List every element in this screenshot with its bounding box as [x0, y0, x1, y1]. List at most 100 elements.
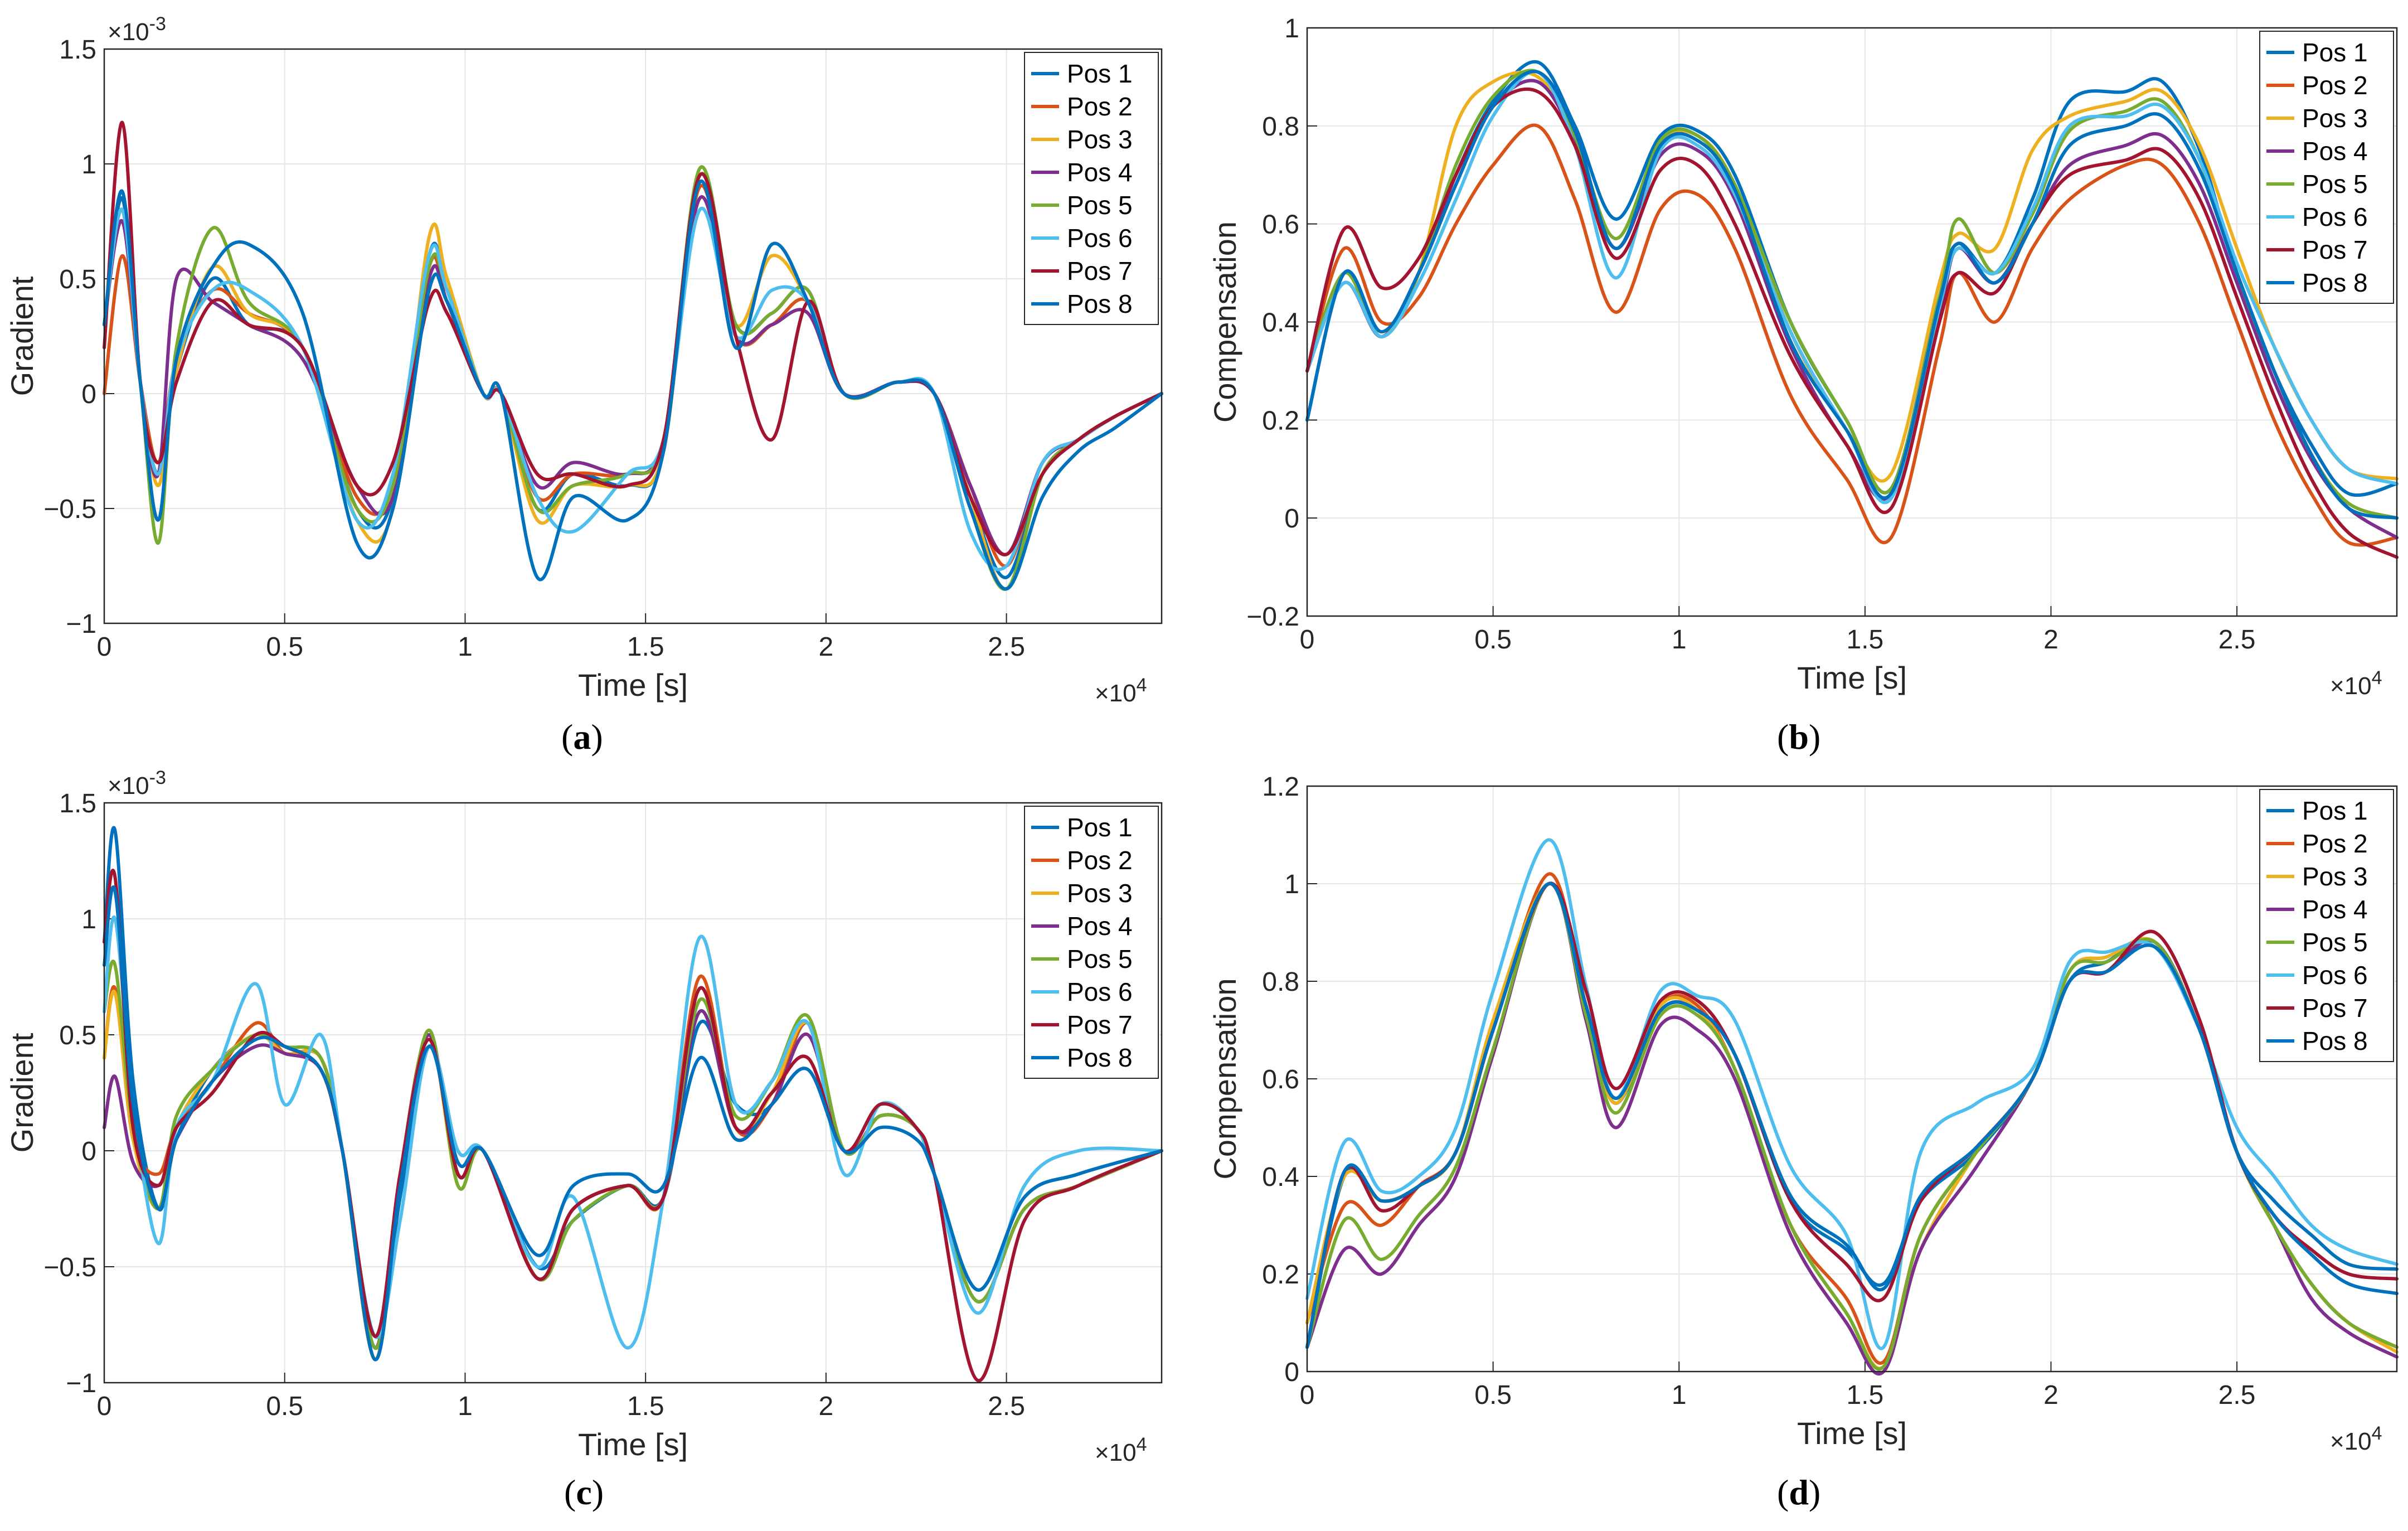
legend-box: [2259, 789, 2394, 1062]
x-exponent-label: ×104: [2330, 667, 2382, 700]
legend-label-8: Pos 8: [2302, 1026, 2368, 1055]
legend-label-6: Pos 6: [2302, 202, 2368, 231]
legend-label-3: Pos 3: [2302, 862, 2368, 891]
x-tick-label: 1: [1672, 625, 1687, 655]
x-axis-label: Time [s]: [1797, 660, 1907, 695]
legend-label-2: Pos 2: [2302, 829, 2368, 858]
y-tick-label: 0.6: [1262, 1065, 1299, 1094]
legend-label-6: Pos 6: [2302, 961, 2368, 990]
y-tick-label: 0: [1284, 1358, 1299, 1387]
legend: Pos 1 Pos 2 Pos 3 Pos 4 Pos 5 Pos 6 Pos 7 Pos 8: [2259, 789, 2394, 1062]
x-axis-label: Time [s]: [578, 1427, 688, 1462]
y-tick-label: 0.4: [1262, 1162, 1299, 1192]
x-exponent-label: ×104: [2330, 1423, 2382, 1455]
legend-label-4: Pos 4: [2302, 137, 2368, 166]
chart-a: 0 0.5 1 1.5 2 2.5 −1 −0.5 0 0.5 1 1.5 Time [s] Gradie…: [4, 13, 1163, 707]
series-line-8: [1305, 70, 2399, 520]
x-axis-label: Time [s]: [1797, 1416, 1907, 1451]
panel-label-b: (b): [1777, 717, 1821, 757]
x-tick-label: 2.5: [2218, 625, 2256, 655]
y-tick-label: 0.6: [1262, 210, 1299, 240]
axes-frame: [103, 802, 1163, 1384]
axes-frame: [1306, 27, 2398, 617]
legend-label-1: Pos 1: [1067, 59, 1133, 88]
series-line-8: [1305, 881, 2399, 1349]
x-tick-label: 2: [819, 1392, 834, 1421]
legend-label-6: Pos 6: [1067, 977, 1133, 1006]
series-line-7: [103, 869, 1163, 1382]
x-tick-label: 1.5: [1846, 1380, 1883, 1410]
x-tick-label: 0.5: [1474, 1380, 1512, 1410]
x-tick-label: 0: [97, 1392, 112, 1421]
y-tick-label: 0.4: [1262, 308, 1299, 338]
series-line-8: [103, 885, 1163, 1362]
y-tick-label: 0.5: [59, 265, 96, 294]
x-exponent-label: ×104: [1095, 675, 1147, 707]
legend-label-7: Pos 7: [2302, 994, 2368, 1023]
y-axis-label: Compensation: [1207, 978, 1242, 1179]
legend-label-4: Pos 4: [1067, 158, 1133, 187]
y-tick-label: 1.5: [59, 789, 96, 818]
x-tick-label: 2: [2043, 625, 2059, 655]
y-tick-label: 0.2: [1262, 1260, 1299, 1290]
x-tick-label: 0: [97, 632, 112, 662]
y-tick-label: −1: [66, 609, 96, 639]
legend-label-3: Pos 3: [2302, 104, 2368, 133]
legend-box: [2259, 31, 2394, 304]
legend-label-7: Pos 7: [2302, 235, 2368, 264]
x-tick-label: 1.5: [1846, 625, 1883, 655]
y-exponent-label: ×10-3: [108, 13, 166, 46]
y-exponent-label: ×10-3: [108, 767, 166, 800]
series-line-7: [1305, 88, 2399, 559]
legend-label-2: Pos 2: [2302, 71, 2368, 100]
chart-d: 0 0.5 1 1.5 2 2.5 0 0.2 0.4 0.6 0.8 1 1.2 Time [s] Com…: [1207, 772, 2399, 1455]
legend-label-4: Pos 4: [1067, 912, 1133, 941]
legend-label-1: Pos 1: [2302, 796, 2368, 825]
panel-label-d: (d): [1777, 1472, 1821, 1512]
y-axis-label: Gradient: [4, 1033, 40, 1152]
series-line-8: [103, 179, 1163, 591]
y-tick-label: 1: [1284, 870, 1299, 899]
legend-label-8: Pos 8: [1067, 289, 1133, 318]
legend-label-4: Pos 4: [2302, 895, 2368, 924]
x-tick-label: 2.5: [2218, 1380, 2256, 1410]
y-tick-label: 0.5: [59, 1021, 96, 1050]
y-tick-label: 1.2: [1262, 772, 1299, 802]
x-tick-label: 2: [2043, 1380, 2059, 1410]
x-tick-label: 2.5: [988, 1392, 1025, 1421]
y-tick-label: 1: [81, 905, 96, 934]
x-tick-label: 2.5: [988, 632, 1025, 662]
y-tick-label: −0.5: [43, 495, 96, 524]
plot-area: [104, 49, 1162, 623]
axes-frame: [1306, 785, 2398, 1373]
y-axis-label: Compensation: [1207, 221, 1242, 423]
legend-label-8: Pos 8: [2302, 268, 2368, 297]
y-tick-label: −0.5: [43, 1253, 96, 1282]
x-tick-label: 1.5: [627, 1392, 664, 1421]
legend-box: [1024, 806, 1159, 1079]
legend-label-7: Pos 7: [1067, 1010, 1133, 1039]
y-tick-label: 0.8: [1262, 967, 1299, 997]
series-line-2: [1305, 123, 2399, 547]
legend-label-1: Pos 1: [2302, 38, 2368, 67]
x-tick-label: 0: [1300, 1380, 1315, 1410]
series-line-6: [103, 206, 1163, 571]
legend-label-3: Pos 3: [1067, 879, 1133, 908]
legend-label-2: Pos 2: [1067, 92, 1133, 121]
x-tick-label: 0.5: [266, 1392, 303, 1421]
y-tick-label: 1: [1284, 14, 1299, 43]
x-axis-label: Time [s]: [578, 667, 688, 702]
legend: Pos 1 Pos 2 Pos 3 Pos 4 Pos 5 Pos 6 Pos 7 Pos 8: [1024, 806, 1159, 1079]
y-tick-label: −1: [66, 1369, 96, 1398]
x-tick-label: 0.5: [1474, 625, 1512, 655]
x-tick-label: 2: [819, 632, 834, 662]
x-tick-label: 1: [458, 632, 473, 662]
legend: Pos 1 Pos 2 Pos 3 Pos 4 Pos 5 Pos 6 Pos 7 Pos 8: [1024, 52, 1159, 325]
y-tick-label: 0.8: [1262, 112, 1299, 142]
x-tick-label: 1.5: [627, 632, 664, 662]
panel-label-c: (c): [564, 1472, 604, 1512]
x-tick-label: 1: [1672, 1380, 1687, 1410]
legend-label-6: Pos 6: [1067, 224, 1133, 253]
